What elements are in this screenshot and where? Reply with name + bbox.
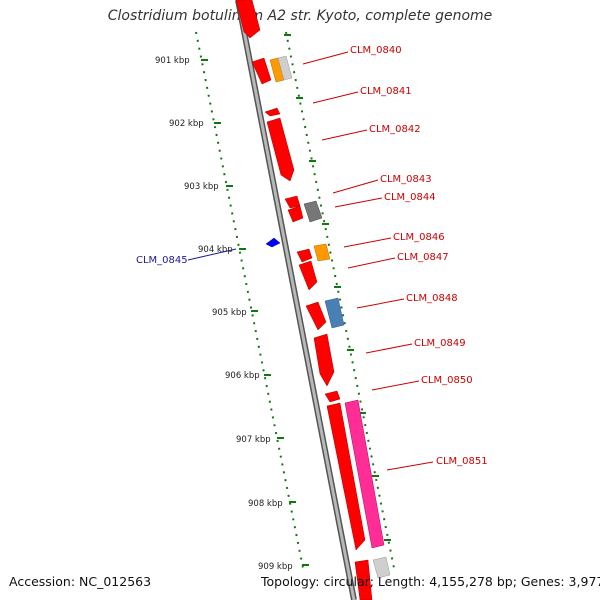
callout-line — [187, 248, 237, 261]
gene-arrow[interactable] — [354, 559, 373, 600]
tick-label: 906 kbp — [225, 371, 260, 381]
backbone — [236, 0, 356, 600]
gene-label[interactable]: CLM_0843 — [380, 174, 432, 185]
gene-label[interactable]: CLM_0840 — [350, 45, 402, 56]
gene-label[interactable]: CLM_0845 — [136, 255, 188, 266]
tick-label: 909 kbp — [258, 562, 293, 572]
gene-label[interactable]: CLM_0847 — [397, 252, 449, 263]
gene-label[interactable]: CLM_0851 — [436, 456, 488, 467]
gene-label[interactable]: CLM_0850 — [421, 375, 473, 386]
accession-text: Accession: NC_012563 — [9, 574, 152, 589]
gene-arrow-clm-0843[interactable] — [284, 195, 301, 209]
callout-line — [347, 257, 396, 269]
gene-arrow-clm-0849[interactable] — [313, 333, 335, 387]
feature-track — [285, 31, 395, 569]
forward-strand-genes — [235, 0, 373, 600]
tick-label: 904 kbp — [198, 245, 233, 255]
light-grey-feature[interactable] — [372, 556, 391, 579]
genome-summary-text: Topology: circular; Length: 4,155,278 bp… — [261, 574, 600, 589]
gene-arrow-clm-0846[interactable] — [296, 248, 313, 263]
callout-line — [371, 380, 420, 391]
gene-label[interactable]: CLM_0849 — [414, 338, 466, 349]
callout-line — [332, 179, 379, 194]
gene-arrow-clm-0845[interactable] — [265, 237, 281, 248]
callout-lines — [302, 51, 434, 471]
gene-label[interactable]: CLM_0842 — [369, 124, 421, 135]
gene-arrow-clm-0844[interactable] — [287, 205, 304, 223]
tick-label: 901 kbp — [155, 56, 190, 66]
orange-feature[interactable] — [313, 243, 331, 262]
callout-line — [386, 461, 434, 471]
gene-label[interactable]: CLM_0848 — [406, 293, 458, 304]
gene-label[interactable]: CLM_0844 — [384, 192, 436, 203]
callout-line — [356, 298, 405, 309]
gene-arrow-clm-0851[interactable] — [326, 402, 366, 551]
gene-arrow-clm-0842[interactable] — [266, 117, 295, 182]
gene-label[interactable]: CLM_0846 — [393, 232, 445, 243]
callout-line — [343, 237, 392, 248]
gene-arrow[interactable] — [235, 0, 261, 39]
scale-ticks — [201, 59, 309, 566]
tick-label: 908 kbp — [248, 499, 283, 509]
callout-line — [334, 197, 383, 208]
feature-blocks — [269, 55, 391, 579]
tick-label: 903 kbp — [184, 182, 219, 192]
gene-arrow-clm-0847[interactable] — [298, 260, 318, 291]
callout-line — [321, 129, 368, 141]
steelblue-feature[interactable] — [324, 297, 345, 329]
gene-arrow-clm-0848[interactable] — [305, 301, 327, 331]
gene-arrow-clm-0841[interactable] — [264, 107, 281, 117]
feature-track-ticks — [284, 34, 391, 541]
tick-label: 907 kbp — [236, 435, 271, 445]
grey-feature[interactable] — [303, 200, 323, 223]
callout-line — [312, 91, 359, 104]
tick-label: 902 kbp — [169, 119, 204, 129]
callout-line — [302, 51, 349, 65]
gene-label[interactable]: CLM_0841 — [360, 86, 412, 97]
magenta-feature[interactable] — [344, 399, 385, 549]
tick-label: 905 kbp — [212, 308, 247, 318]
gene-arrow-clm-0850[interactable] — [324, 390, 341, 403]
gene-arrow-clm-0840[interactable] — [251, 57, 272, 85]
scale-track — [195, 31, 304, 569]
light-grey-feature[interactable] — [277, 55, 293, 81]
genome-title: Clostridium botulinum A2 str. Kyoto, com… — [107, 8, 493, 24]
callout-line — [365, 343, 413, 354]
